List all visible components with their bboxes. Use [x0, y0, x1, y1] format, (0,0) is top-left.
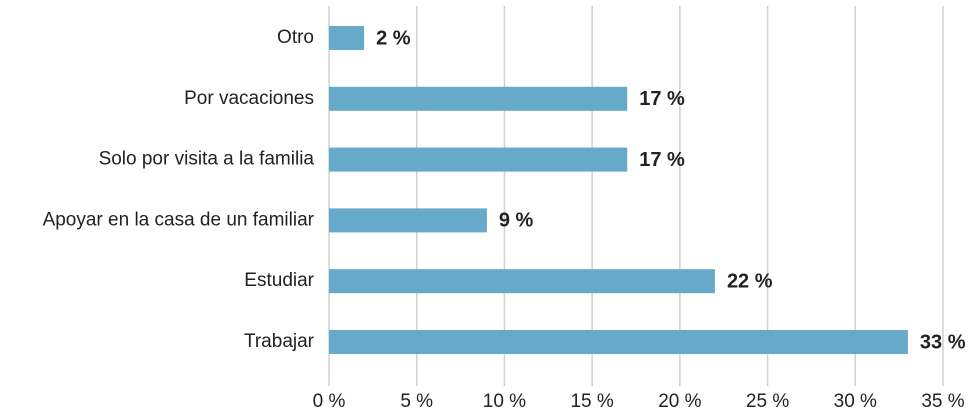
bar: [329, 330, 908, 354]
value-label: 33 %: [920, 331, 966, 353]
value-label: 9 %: [499, 210, 534, 232]
value-label: 22 %: [727, 270, 773, 292]
bar: [329, 147, 628, 172]
bar: [329, 208, 487, 233]
x-tick-label: 5 %: [400, 391, 433, 412]
x-tick-label: 10 %: [483, 391, 526, 412]
bar: [329, 269, 715, 294]
y-tick-label: Apoyar en la casa de un familiar: [43, 209, 315, 230]
bar: [329, 86, 628, 111]
y-tick-label: Por vacaciones: [184, 88, 314, 109]
y-tick-label: Estudiar: [244, 270, 314, 291]
value-label: 2 %: [376, 27, 411, 49]
bar: [329, 26, 365, 50]
x-tick-label: 25 %: [746, 391, 789, 412]
x-tick-label: 35 %: [921, 391, 964, 412]
x-tick-label: 15 %: [570, 391, 613, 412]
x-tick-label: 20 %: [658, 391, 701, 412]
y-tick-label: Otro: [277, 27, 314, 48]
y-tick-label: Trabajar: [244, 331, 315, 352]
x-tick-label: 30 %: [834, 391, 877, 412]
value-label: 17 %: [639, 149, 685, 171]
y-tick-label: Solo por visita a la familia: [99, 149, 315, 170]
value-label: 17 %: [639, 88, 685, 110]
x-tick-label: 0 %: [313, 391, 346, 412]
